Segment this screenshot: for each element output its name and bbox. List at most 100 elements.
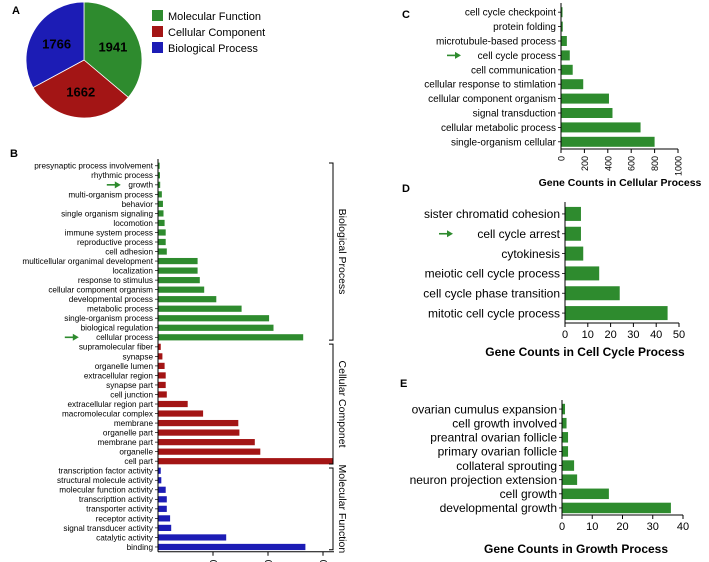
category-label: multi-organism process	[68, 190, 153, 199]
highlight-arrowhead-icon	[455, 51, 461, 59]
bar	[158, 286, 205, 293]
panel-d-label: D	[402, 183, 410, 195]
category-label: presynaptic process involvement	[34, 162, 153, 171]
category-label: cell part	[124, 457, 153, 466]
category-label: protein folding	[493, 22, 556, 33]
category-label: organelle part	[103, 429, 154, 438]
bar	[158, 219, 165, 227]
bar	[158, 257, 198, 265]
bar	[562, 460, 575, 471]
pie-value-label: 1941	[98, 40, 127, 55]
category-label: transcripttion activity	[79, 495, 154, 504]
category-label: cellular component organism	[48, 286, 153, 295]
x-tick-label: 20	[616, 521, 628, 533]
category-label: signal transduction	[473, 109, 556, 120]
bar	[158, 391, 167, 398]
category-label: cellular component organism	[428, 94, 556, 105]
category-label: cell growth	[500, 487, 557, 501]
bar	[562, 446, 569, 457]
category-label: growth	[128, 181, 153, 190]
category-label: collateral sprouting	[456, 459, 557, 473]
category-label: microtubule-based process	[436, 37, 556, 48]
bar	[158, 277, 200, 284]
bar	[561, 93, 609, 104]
highlight-arrowhead-icon	[72, 333, 79, 341]
category-label: behavior	[122, 200, 154, 209]
bar	[158, 400, 188, 408]
legend-swatch	[152, 26, 163, 37]
bar	[158, 486, 166, 493]
bar	[561, 64, 573, 75]
x-tick-label: 30	[647, 521, 659, 533]
category-label: organelle lumen	[95, 362, 154, 371]
category-label: meiotic cell cycle process	[425, 267, 560, 281]
category-label: neuron projection extension	[410, 473, 557, 487]
legend-label: Molecular Function	[168, 11, 261, 23]
bar	[158, 210, 164, 217]
category-label: catalytic activity	[96, 533, 154, 542]
category-label: synapse part	[106, 381, 154, 390]
group-label: Molecular Function	[336, 464, 348, 553]
x-tick-label: 10	[582, 329, 594, 341]
category-label: cellular metabolic process	[441, 123, 556, 134]
category-label: cell cycle phase transition	[423, 286, 560, 300]
bar	[565, 286, 620, 301]
panel-b-label: B	[10, 148, 18, 160]
bar	[158, 362, 165, 369]
category-label: membrane part	[97, 438, 153, 447]
x-tick-label: 40	[650, 329, 662, 341]
bar	[562, 403, 566, 415]
category-label: synapse	[123, 352, 154, 361]
chart-c-xlabel: Gene Counts in Cellular Process	[539, 177, 702, 189]
category-label: cell growth involved	[452, 416, 557, 430]
bar	[158, 372, 166, 379]
category-label: cell adhesion	[105, 247, 153, 256]
pie-slice-molecular-function	[83, 1, 143, 98]
category-label: multicellular organimal development	[22, 257, 153, 266]
category-label: cell cycle process	[478, 51, 556, 62]
category-label: primary ovarian follicle	[438, 445, 558, 459]
category-label: developmental process	[69, 295, 153, 304]
category-label: localization	[112, 266, 153, 275]
category-label: supramolecular fiber	[79, 343, 153, 352]
x-tick-label: 40	[677, 521, 689, 533]
bar	[158, 524, 172, 532]
panel-a-label: A	[12, 5, 20, 17]
bar	[158, 200, 163, 207]
category-label: transporter activity	[86, 505, 154, 514]
category-label: transcription factor activity	[58, 467, 154, 476]
category-label: receptor activity	[96, 514, 154, 523]
category-label: ovarian cumulus expansion	[412, 402, 557, 416]
panel-e-label: E	[400, 378, 407, 390]
category-label: cellular process	[96, 333, 153, 342]
pie-value-label: 1766	[42, 37, 71, 52]
category-label: cellular response to stimlation	[424, 80, 556, 91]
category-label: extracellular region part	[67, 400, 153, 409]
legend-label: Biological Process	[168, 43, 258, 55]
pie-legend: Molecular Function Cellular Component Biol…	[152, 10, 265, 55]
bar	[158, 172, 160, 179]
category-label: preantral ovarian follicle	[430, 431, 557, 445]
x-tick-label: 10	[586, 521, 598, 533]
bar	[158, 439, 255, 446]
category-label: membrane	[114, 419, 154, 428]
category-label: binding	[127, 543, 154, 552]
bar	[158, 515, 171, 522]
bar	[158, 419, 239, 427]
bar	[561, 21, 563, 32]
bar	[158, 467, 161, 474]
category-label: cytokinesis	[501, 247, 560, 261]
bar	[158, 181, 161, 188]
x-tick-label: 1000	[264, 559, 275, 562]
bar	[565, 206, 581, 221]
category-label: sister chromatid cohesion	[424, 207, 560, 221]
category-label: molecular function activity	[59, 486, 154, 495]
bar	[562, 474, 578, 485]
group-label: Biological Process	[336, 209, 348, 295]
bar	[158, 448, 261, 455]
bar	[561, 108, 613, 118]
x-tick-label: 0	[562, 329, 568, 341]
x-tick-label: 400	[603, 156, 613, 171]
